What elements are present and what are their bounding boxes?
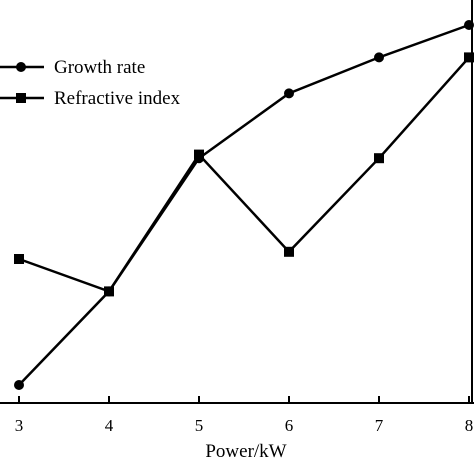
series-2 <box>14 52 474 297</box>
x-tick-label: 8 <box>465 416 474 435</box>
legend-item: Growth rate <box>0 57 145 78</box>
data-point <box>14 254 24 264</box>
series-layer <box>14 20 474 390</box>
data-point <box>284 88 294 99</box>
data-point <box>374 52 384 63</box>
x-tick-label: 7 <box>375 416 384 435</box>
legend-label: Refractive index <box>54 88 181 109</box>
data-point <box>464 52 474 63</box>
legend-marker <box>16 93 26 103</box>
data-point <box>284 246 294 257</box>
legend-item: Refractive index <box>0 88 181 109</box>
data-point <box>14 380 24 390</box>
series-line <box>18 56 470 293</box>
data-point <box>374 153 384 164</box>
x-ticks: 3 4 5 6 7 8 <box>15 396 474 435</box>
series-line <box>18 23 470 386</box>
x-tick-label: 4 <box>105 416 114 435</box>
legend: Growth rate Refractive index <box>0 57 181 109</box>
data-point <box>104 286 114 297</box>
data-point <box>194 149 204 160</box>
plot-frame <box>0 0 474 404</box>
x-axis-title: Power/kW <box>205 441 286 462</box>
x-tick-label: 6 <box>285 416 294 435</box>
legend-marker <box>16 62 26 72</box>
data-point <box>464 20 474 30</box>
x-tick-label: 5 <box>195 416 204 435</box>
legend-label: Growth rate <box>54 57 145 78</box>
x-tick-label: 3 <box>15 416 24 435</box>
